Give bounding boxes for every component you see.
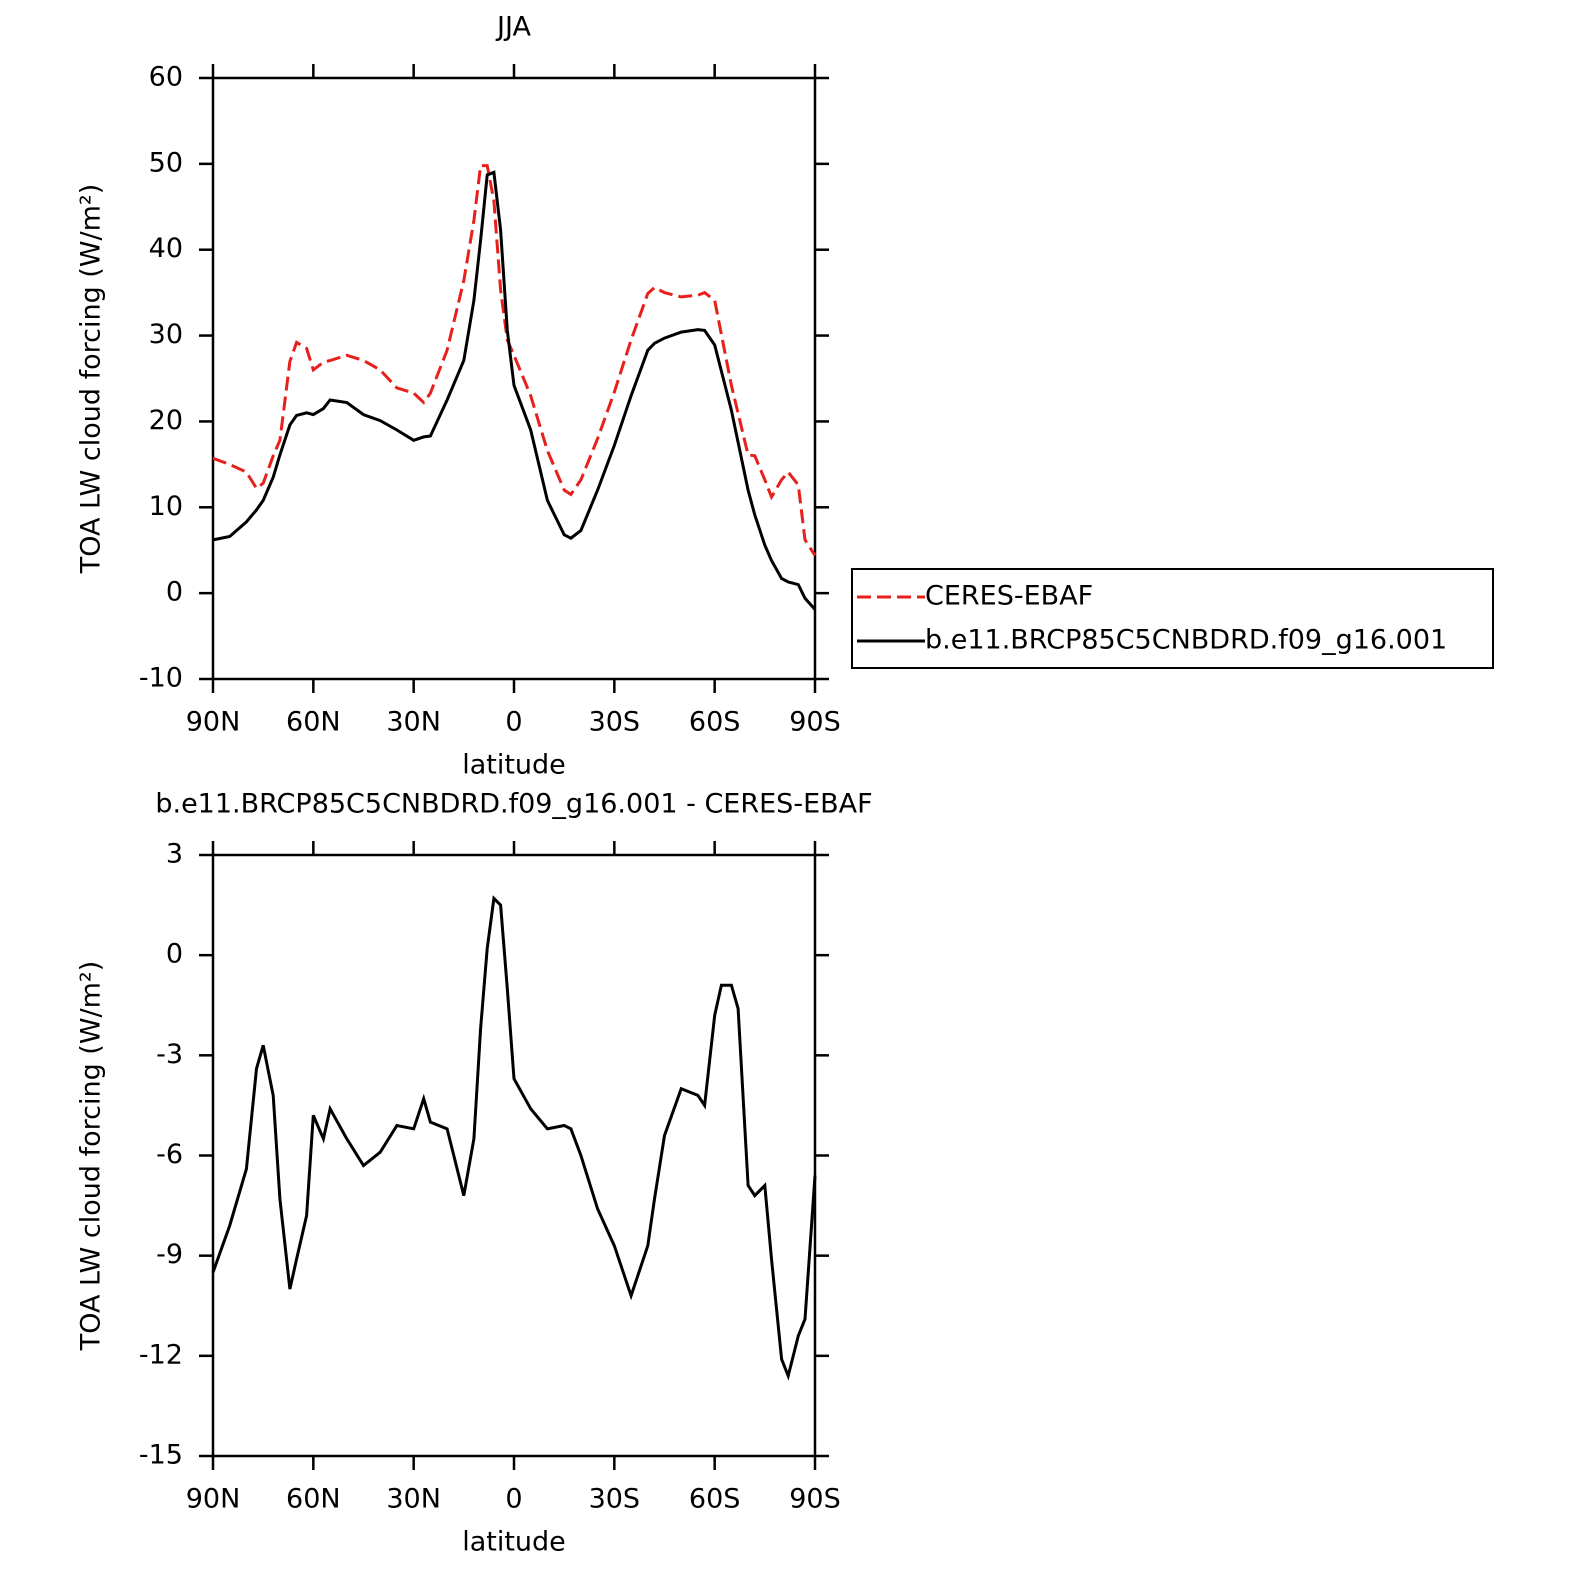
y-tick-label: -6 [156, 1139, 183, 1170]
legend-box [851, 568, 1494, 669]
x-tick-label: 90N [186, 1484, 241, 1515]
y-tick-label: -15 [139, 1440, 183, 1471]
x-tick-label: 90S [789, 707, 841, 738]
legend-label: CERES-EBAF [925, 581, 1093, 612]
x-tick-label: 30S [589, 1484, 641, 1515]
x-tick-label: 30S [589, 707, 641, 738]
y-tick-label: -3 [156, 1039, 183, 1070]
x-tick-label: 0 [505, 1484, 522, 1515]
chart-title: JJA [495, 12, 531, 43]
y-tick-label: -9 [156, 1239, 183, 1270]
y-tick-label: -10 [139, 663, 183, 694]
plot-frame [211, 853, 817, 1458]
x-tick-label: 90S [789, 1484, 841, 1515]
legend-label: b.e11.BRCP85C5CNBDRD.f09_g16.001 [925, 625, 1447, 656]
y-axis-label: TOA LW cloud forcing (W/m²) [76, 961, 107, 1352]
y-tick-label: -12 [139, 1339, 183, 1370]
y-tick-label: 50 [149, 147, 183, 178]
data-line [211, 895, 817, 1381]
x-axis-label: latitude [462, 750, 566, 781]
y-tick-label: 10 [149, 491, 183, 522]
y-tick-label: 30 [149, 319, 183, 350]
x-tick-label: 60N [286, 1484, 341, 1515]
y-tick-label: 40 [149, 233, 183, 264]
y-tick-label: 0 [166, 577, 183, 608]
x-tick-label: 30N [386, 707, 441, 738]
x-tick-label: 90N [186, 707, 241, 738]
data-line [212, 164, 817, 557]
x-tick-label: 60S [689, 1484, 741, 1515]
x-axis-label: latitude [462, 1527, 566, 1558]
x-tick-label: 60N [286, 707, 341, 738]
chart-title: b.e11.BRCP85C5CNBDRD.f09_g16.001 - CERES… [155, 789, 872, 820]
y-tick-label: 3 [166, 839, 183, 870]
y-tick-label: 0 [166, 939, 183, 970]
data-line [212, 170, 817, 611]
y-tick-label: 60 [149, 62, 183, 93]
x-tick-label: 30N [386, 1484, 441, 1515]
y-axis-label: TOA LW cloud forcing (W/m²) [76, 184, 107, 575]
y-tick-label: 20 [149, 405, 183, 436]
x-tick-label: 60S [689, 707, 741, 738]
x-tick-label: 0 [505, 707, 522, 738]
